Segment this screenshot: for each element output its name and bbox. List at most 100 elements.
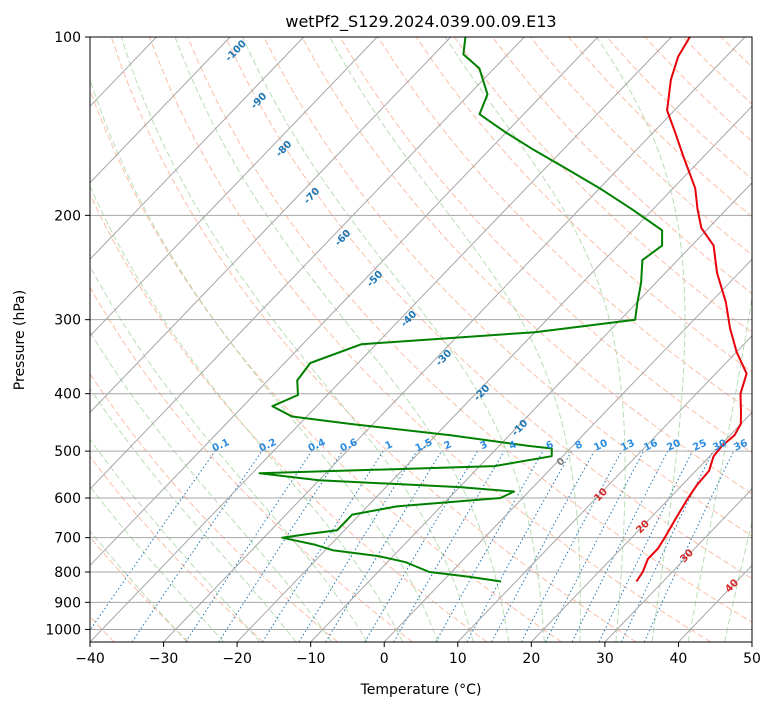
x-tick-label: 40: [670, 651, 688, 667]
y-tick-label: 400: [54, 387, 81, 403]
y-axis-ticks: 100 200 300 400 500 600 700 800 900 1000: [45, 30, 90, 638]
isotherm-line: [310, 182, 752, 642]
y-tick-label: 500: [54, 444, 81, 460]
dry-adiabat-line: [339, 37, 752, 454]
x-tick-label: 10: [449, 651, 467, 667]
x-tick-label: −30: [149, 651, 179, 667]
mixing-ratio-label: 30: [711, 438, 728, 454]
isotherm-line: [0, 37, 9, 642]
isotherm-line: [90, 37, 304, 261]
isotherm-line: [90, 37, 231, 184]
mixing-ratio-label: 20: [665, 438, 682, 454]
moist-adiabat-line: [90, 185, 404, 642]
mixing-ratio-line: [466, 450, 572, 642]
dewpoint-line: [258, 37, 664, 583]
y-tick-label: 700: [54, 531, 81, 547]
moist-adiabat-line: [242, 37, 545, 642]
mixing-ratio-line: [325, 450, 442, 642]
moist-adiabat-line: [90, 438, 261, 642]
dry-adiabat-line: [90, 536, 190, 642]
moist-adiabat-line: [90, 387, 297, 642]
x-tick-label: 50: [743, 651, 761, 667]
chart-title: wetPf2_S129.2024.039.00.09.E13: [285, 12, 556, 32]
mixing-ratio-label: 10: [592, 438, 609, 454]
isotherm-line: [163, 37, 746, 642]
plot-area: -100-90-80-70-60-50-40-30-20-10010203040…: [0, 37, 775, 642]
mixing-ratio-line: [90, 450, 216, 632]
x-tick-label: 20: [522, 651, 540, 667]
isotherm-line: [90, 37, 525, 490]
x-tick-label: 30: [596, 651, 614, 667]
dry-adiabat-line: [90, 193, 488, 642]
x-tick-label: −20: [222, 651, 252, 667]
dry-adiabat-line: [453, 37, 752, 334]
isotherm-line: [90, 37, 599, 567]
plot-frame: [89, 36, 753, 643]
y-tick-label: 900: [54, 595, 81, 611]
isotherm-line: [90, 37, 672, 642]
y-tick-label: 1000: [45, 622, 81, 638]
mixing-ratio-label: 16: [642, 438, 659, 454]
dry-adiabat-line: [110, 37, 637, 642]
y-tick-label: 600: [54, 491, 81, 507]
dry-adiabat-line: [90, 372, 339, 642]
mixing-ratio-label: 8: [573, 439, 584, 452]
moist-adiabat-line: [596, 37, 686, 642]
sounding-series: [258, 37, 748, 583]
x-tick-label: −40: [75, 651, 105, 667]
mixing-ratio-line: [298, 450, 418, 642]
dry-adiabat-line: [759, 37, 775, 642]
dry-adiabat-line: [225, 37, 752, 580]
dry-adiabat-line: [492, 37, 752, 295]
moist-adiabat-line: [90, 78, 439, 642]
y-tick-label: 800: [54, 565, 81, 581]
y-tick-label: 300: [54, 313, 81, 329]
moist-adiabat-line: [90, 265, 368, 642]
isotherms: [0, 37, 752, 642]
mixing-ratio-line: [218, 450, 343, 642]
y-tick-label: 200: [54, 208, 81, 224]
dry-adiabat-line: [90, 87, 562, 642]
mixing-ratio-label: 13: [619, 438, 636, 454]
x-axis-label: Temperature (°C): [360, 682, 482, 698]
mixing-ratio-line: [185, 450, 313, 642]
dry-adiabat-line: [377, 37, 752, 413]
moist-adiabat-line: [329, 37, 581, 642]
y-tick-label: 100: [54, 30, 81, 46]
moist-adiabat-line: [687, 293, 752, 642]
x-axis-ticks: −40 −30 −20 −10 0 10 20 30 40 50: [75, 642, 761, 667]
isotherm-line: [90, 37, 378, 337]
isotherm-line: [236, 105, 752, 642]
dry-adiabats: [90, 37, 775, 642]
x-tick-label: 0: [380, 651, 389, 667]
dry-adiabat-line: [149, 37, 712, 642]
dry-adiabat-line: [90, 286, 413, 642]
mixing-ratio-label: 4: [507, 439, 518, 452]
moist-adiabat-line: [761, 37, 775, 642]
isotherm-line: [604, 488, 752, 642]
mixing-ratio-label: 2: [442, 439, 453, 452]
mixing-ratio-line: [262, 450, 384, 642]
y-axis-label: Pressure (hPa): [12, 290, 28, 390]
moist-adiabat-line: [90, 530, 188, 642]
mixing-ratio-line: [131, 450, 263, 642]
mixing-ratio-label: 25: [691, 438, 708, 454]
temperature-line: [635, 37, 748, 583]
isotherm-line: [457, 335, 752, 642]
mixing-ratio-label: 3: [478, 439, 489, 452]
dry-adiabat-line: [301, 37, 752, 495]
isotherm-line: [90, 37, 452, 414]
mixing-ratio-label: 6: [544, 439, 555, 452]
mixing-ratio-label: 36: [732, 438, 749, 454]
moist-adiabat-line: [90, 330, 333, 642]
dry-adiabat-line: [187, 37, 752, 623]
mixing-ratio-line: [435, 450, 544, 642]
isotherm-line: [383, 258, 752, 642]
isotherm-line: [530, 411, 752, 642]
moist-adiabat-line: [90, 485, 225, 642]
mixing-ratio-label: 1: [383, 439, 394, 452]
x-tick-label: −10: [296, 651, 326, 667]
moist-adiabat-line: [444, 37, 626, 642]
mixing-ratio-line: [571, 450, 669, 642]
